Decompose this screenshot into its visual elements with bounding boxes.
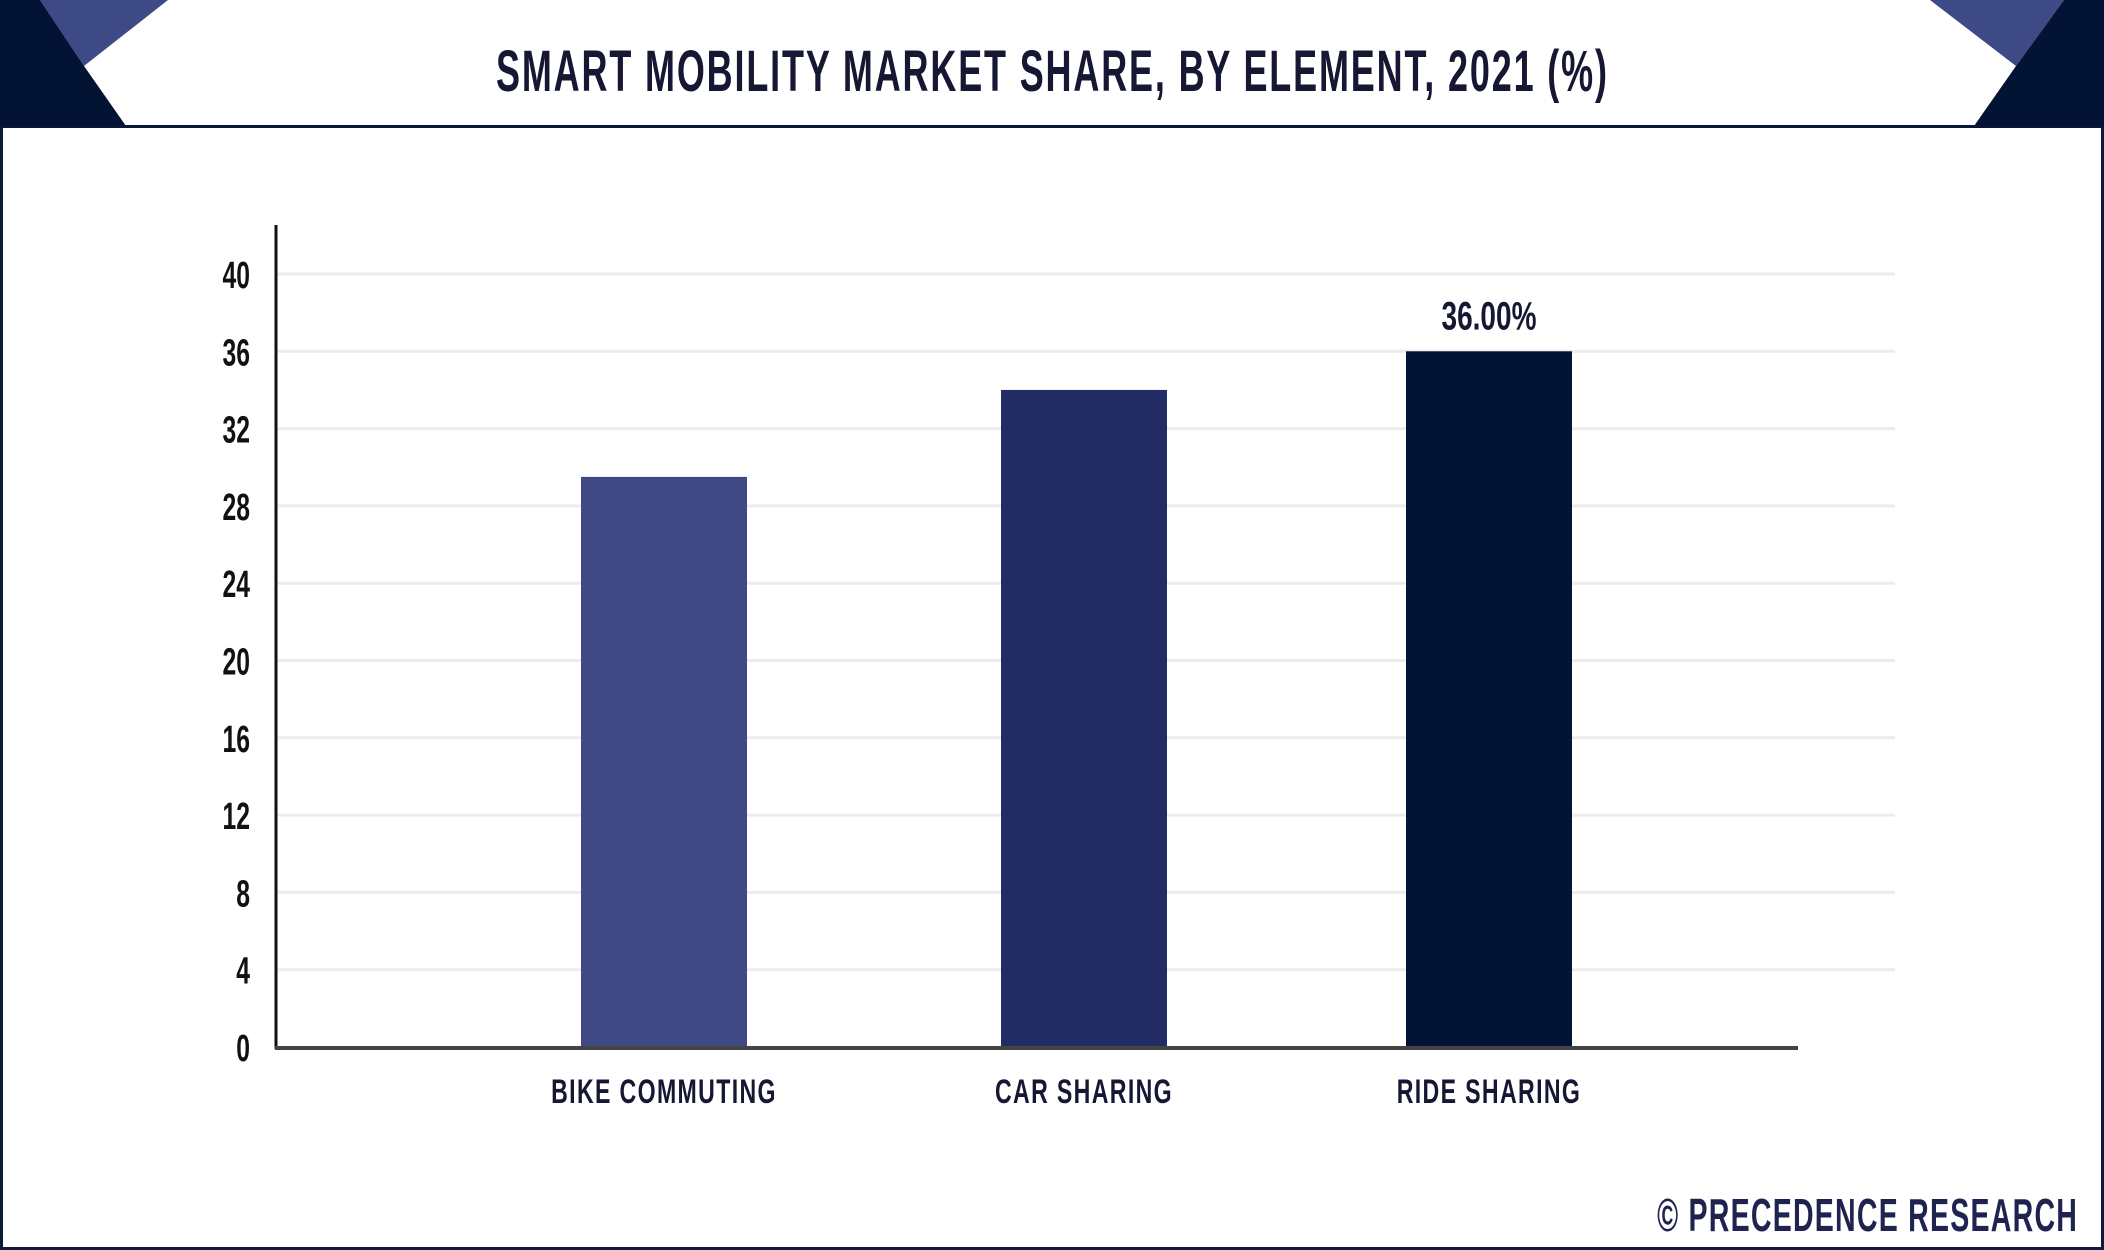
y-tick-label: 24 xyxy=(223,563,251,606)
copyright-icon: © xyxy=(1656,1189,1680,1241)
chart-title: SMART MOBILITY MARKET SHARE, BY ELEMENT,… xyxy=(0,42,2104,102)
bar-ride-sharing xyxy=(1406,351,1572,1047)
x-tick-label: CAR SHARING xyxy=(995,1074,1173,1111)
y-tick-label: 40 xyxy=(223,254,250,297)
y-tick-label: 36 xyxy=(223,331,250,374)
x-tick-label: BIKE COMMUTING xyxy=(551,1074,777,1111)
data-label: 36.00% xyxy=(1442,295,1537,339)
y-tick-label: 12 xyxy=(223,795,250,838)
y-tick-label: 16 xyxy=(223,717,250,760)
bar-bike-commuting xyxy=(581,476,747,1048)
data-labels: 36.00% xyxy=(1442,295,1537,339)
footer-credit: © PRECEDENCE RESEARCH xyxy=(1399,1188,2078,1242)
y-tick-label: 32 xyxy=(223,408,250,451)
y-tick-label: 4 xyxy=(236,949,250,992)
chart-title-text: SMART MOBILITY MARKET SHARE, BY ELEMENT,… xyxy=(495,39,1609,104)
header-banner: SMART MOBILITY MARKET SHARE, BY ELEMENT,… xyxy=(0,0,2104,128)
bar-car-sharing xyxy=(1001,389,1167,1047)
x-axis-ticks: BIKE COMMUTING CAR SHARING RIDE SHARING xyxy=(551,1074,1582,1111)
bars xyxy=(581,351,1572,1048)
y-tick-label: 28 xyxy=(223,486,250,529)
right-corner-accent-light xyxy=(1930,0,2064,66)
y-tick-label: 0 xyxy=(236,1027,250,1070)
left-corner-accent-dark xyxy=(0,0,126,126)
x-tick-label: RIDE SHARING xyxy=(1397,1074,1582,1111)
brand-name: PRECEDENCE RESEARCH xyxy=(1688,1189,2078,1241)
y-tick-label: 8 xyxy=(236,872,250,915)
y-axis-ticks: 0 4 8 12 16 20 24 28 32 36 40 xyxy=(223,254,251,1070)
y-tick-label: 20 xyxy=(223,640,250,683)
header-decoration xyxy=(0,0,2104,126)
left-corner-accent-light xyxy=(40,0,168,66)
right-corner-accent-dark xyxy=(1974,0,2104,126)
